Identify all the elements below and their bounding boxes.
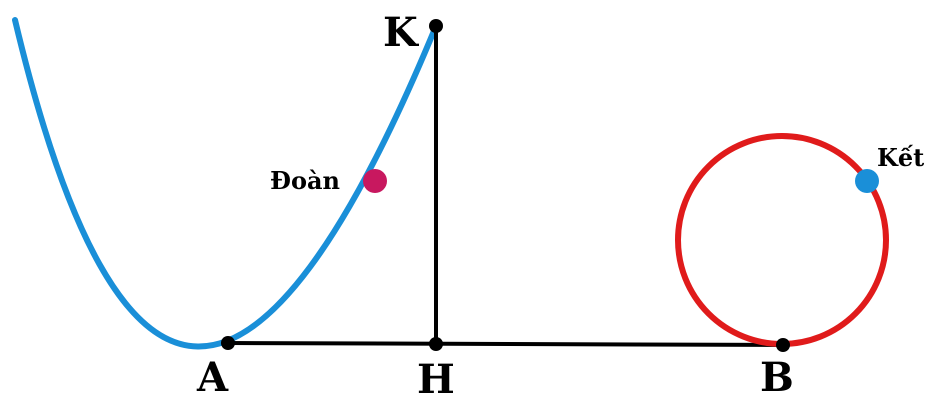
- doan-label: Đoàn: [270, 166, 340, 195]
- circle-track: [675, 133, 889, 347]
- segment-ab: [227, 341, 784, 347]
- point-k-dot: [429, 19, 443, 33]
- ket-label: Kết: [877, 143, 924, 172]
- ket-marker: [855, 169, 879, 193]
- point-h-dot: [429, 337, 443, 351]
- point-a-dot: [221, 336, 235, 350]
- point-k-label: K: [383, 9, 419, 56]
- parabola-track: [12, 17, 439, 350]
- point-h-label: H: [417, 356, 455, 403]
- point-a-label: A: [196, 354, 229, 401]
- point-b-dot: [776, 338, 790, 352]
- point-b-label: B: [760, 354, 794, 401]
- doan-marker: [363, 169, 387, 193]
